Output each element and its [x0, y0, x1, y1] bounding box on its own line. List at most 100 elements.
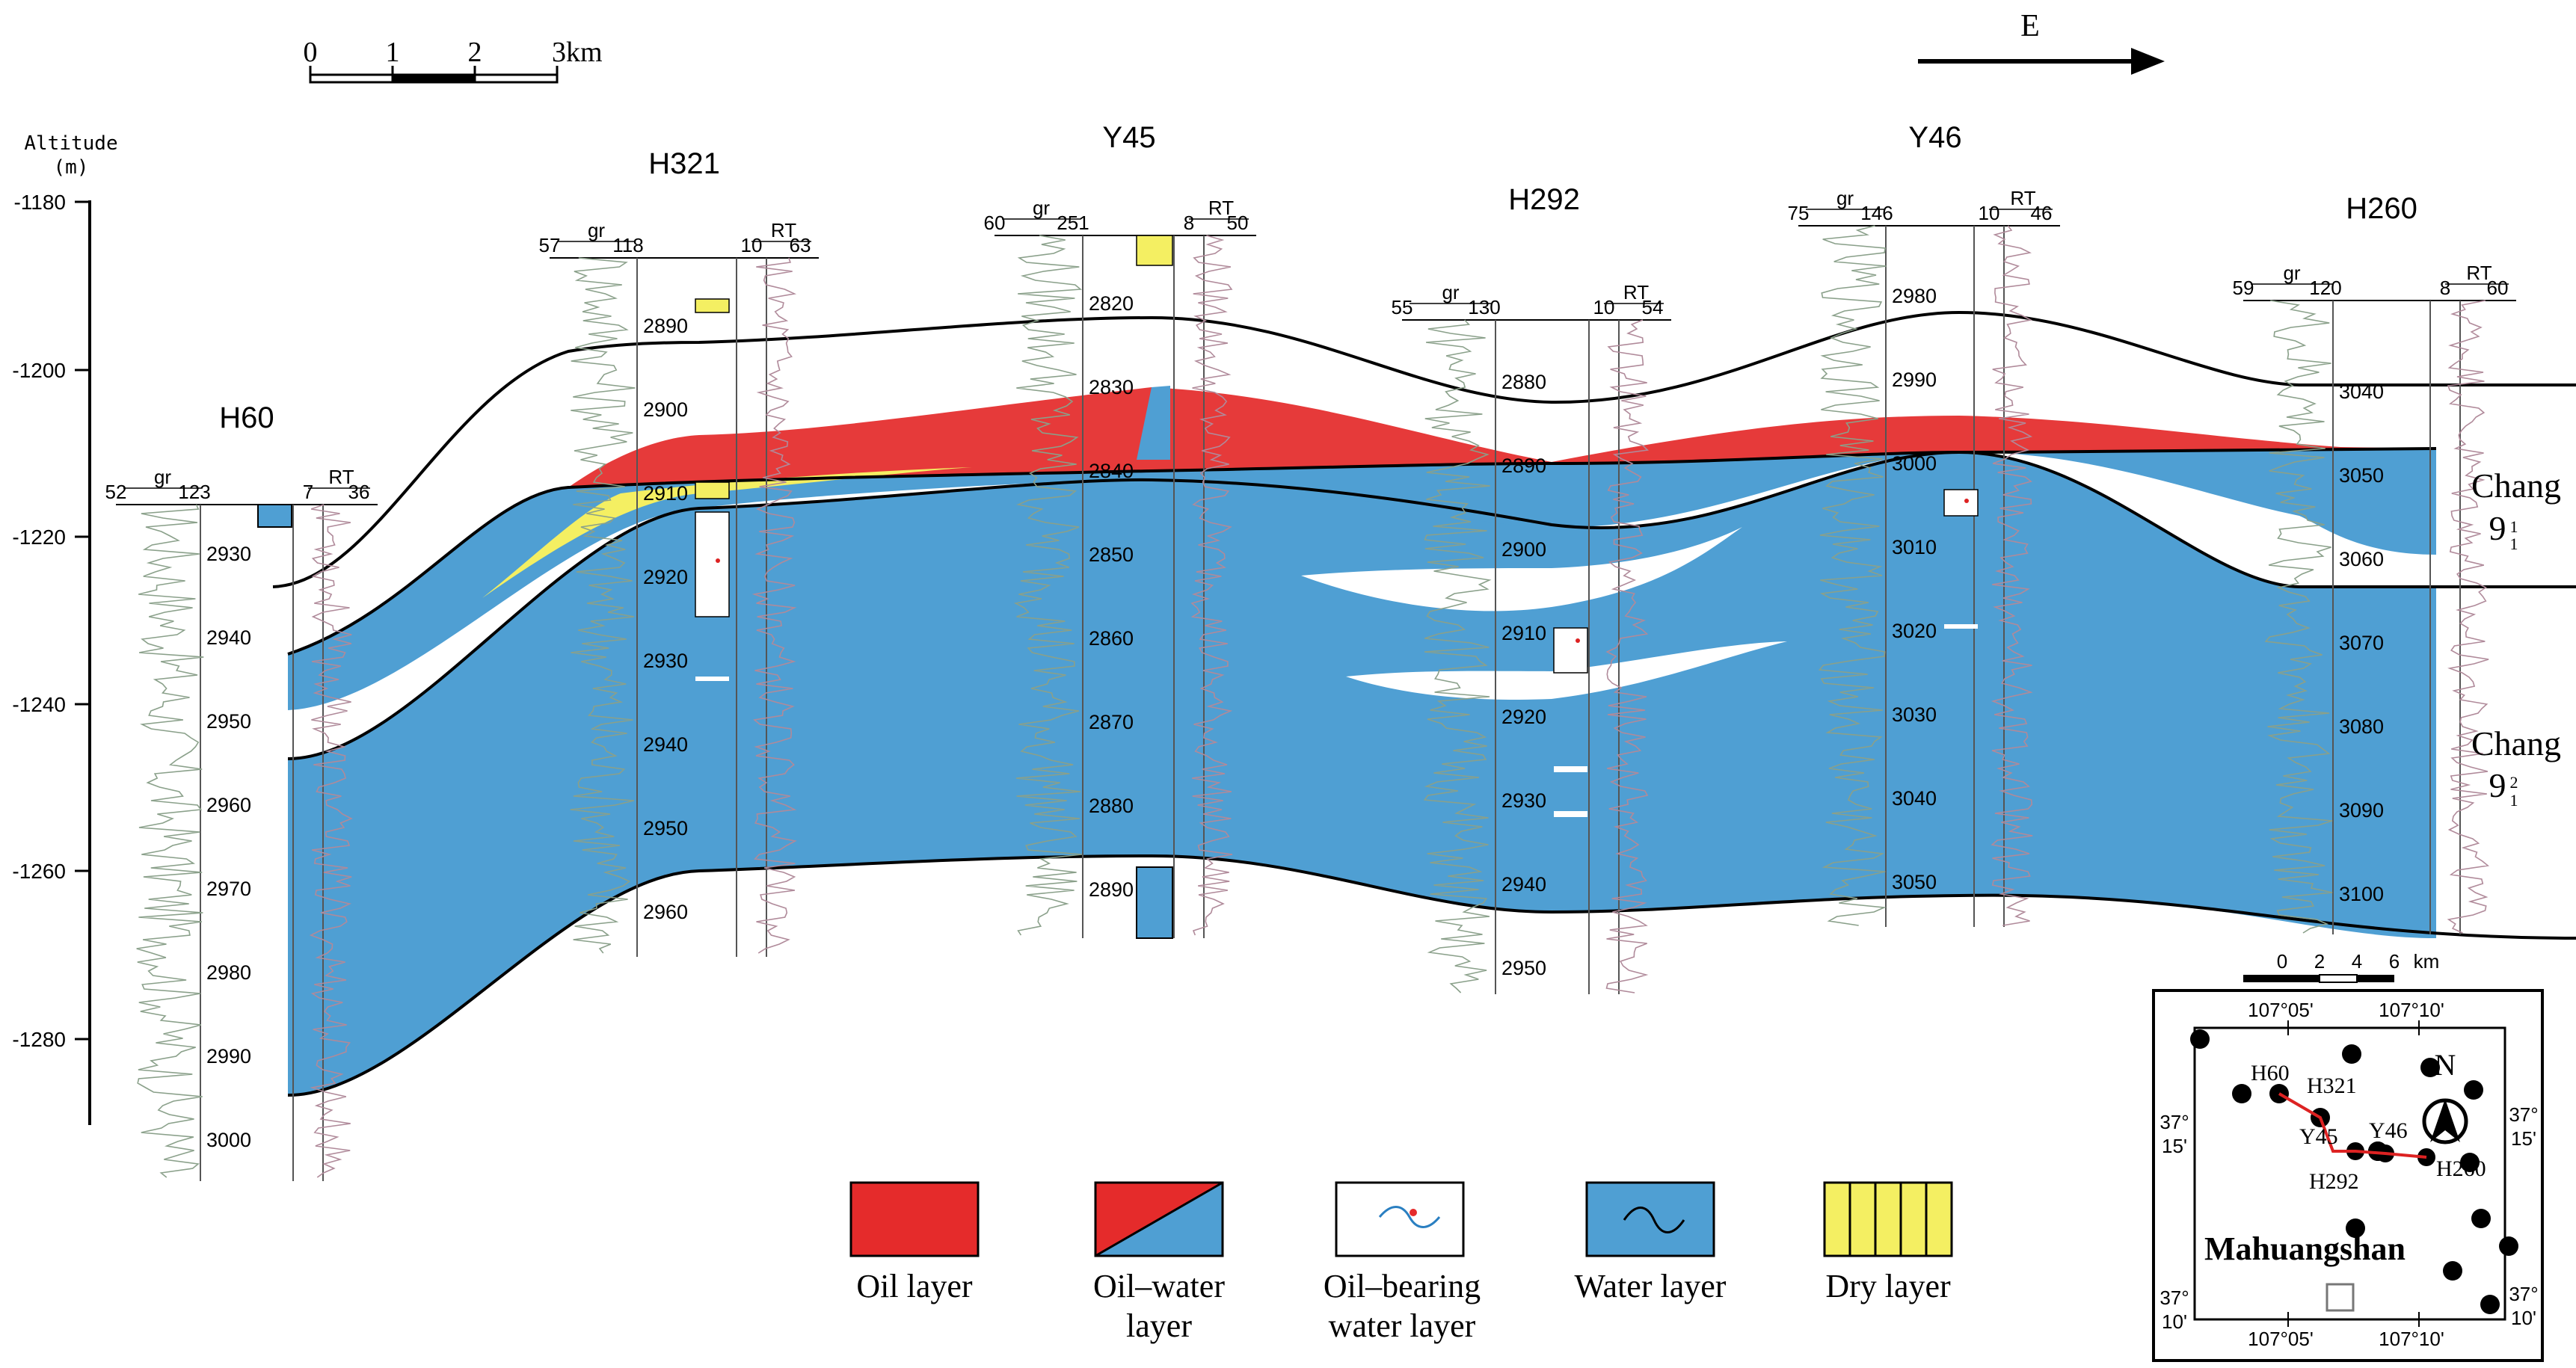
- altitude-axis: Altitude (m) -1180 -1200 -1220 -1240 -12…: [12, 132, 118, 1125]
- y-tick-label: -1220: [12, 526, 66, 549]
- legend-oil-label: Oil layer: [856, 1268, 973, 1304]
- inset-label-h60: H60: [2251, 1061, 2290, 1085]
- rt-label: RT: [771, 219, 796, 241]
- depth-label: 2980: [1892, 285, 1937, 307]
- y45-dry-mark: [1136, 235, 1173, 266]
- direction-label: E: [2020, 9, 2040, 43]
- depth-label: 2980: [206, 961, 251, 984]
- h321-dry-mark-2: [695, 481, 730, 499]
- rt-curve: [1190, 235, 1233, 936]
- gr-label: gr: [1836, 187, 1854, 209]
- dry-layer-fill: [482, 467, 972, 598]
- gr-max: 118: [612, 234, 643, 256]
- rt-curve: [1605, 319, 1650, 993]
- gr-curve: [136, 504, 204, 1178]
- gr-curve: [1818, 225, 1887, 926]
- inset-scale-unit: km: [2414, 950, 2440, 973]
- gr-min: 57: [539, 234, 561, 256]
- water-body-upper: [288, 449, 2436, 710]
- depth-label: 2910: [643, 482, 688, 505]
- scale-bar: 0 1 2 3km: [304, 37, 603, 84]
- rt-max: 50: [1227, 212, 1249, 234]
- legend-oil-bearing: Oil–bearing water layer: [1324, 1181, 1481, 1344]
- depth-label: 3070: [2339, 632, 2384, 654]
- h292-oil-bearing-mark: [1553, 627, 1588, 674]
- depth-label: 2990: [1892, 369, 1937, 391]
- inset-lat-left-4: 10': [2162, 1310, 2187, 1333]
- depth-label: 3090: [2339, 799, 2384, 822]
- well-name-h260: H260: [2346, 192, 2417, 225]
- zone-1-number: 9: [2489, 509, 2506, 547]
- well-name-h321: H321: [648, 147, 720, 180]
- depth-label: 2930: [1501, 789, 1546, 812]
- inset-well-labels: H60 H321 Y45 Y46 H292 H260: [2251, 1061, 2486, 1194]
- depth-label: 2970: [206, 878, 251, 900]
- inset-map: 0 2 4 6 km 107°05' 107°10' 107°05' 107°1…: [2152, 950, 2544, 1362]
- rt-min: 7: [303, 481, 313, 503]
- inset-north-label: N: [2435, 1048, 2456, 1082]
- rt-max: 63: [790, 234, 811, 256]
- depth-label: 3040: [2339, 380, 2384, 403]
- inset-scale-6: 6: [2389, 950, 2400, 973]
- y-tick-label: -1200: [12, 359, 66, 382]
- rt-min: 10: [1593, 296, 1615, 318]
- depth-label: 2940: [643, 733, 688, 756]
- rt-max: 36: [348, 481, 370, 503]
- legend: Oil layer Oil–water layer Oil–bearing wa…: [849, 1181, 1953, 1344]
- well-name-h60: H60: [219, 401, 274, 434]
- depth-label: 3040: [1892, 787, 1937, 810]
- legend-oil-water-label-2: layer: [1126, 1307, 1192, 1344]
- legend-water: Water layer: [1575, 1181, 1727, 1304]
- gr-max: 130: [1468, 296, 1500, 318]
- depth-label: 2910: [1501, 622, 1546, 644]
- depth-label: 2890: [643, 315, 688, 337]
- well-name-h292: H292: [1508, 183, 1580, 216]
- inset-lat-right-1: 37°: [2509, 1103, 2538, 1126]
- depth-label: 2960: [206, 794, 251, 816]
- legend-oil-water: Oil–water layer: [1093, 1181, 1225, 1344]
- h321-dry-mark: [695, 298, 730, 313]
- depth-label: 2850: [1089, 543, 1134, 566]
- depth-label: 2900: [1501, 538, 1546, 561]
- rt-min: 8: [1184, 212, 1194, 234]
- inset-label-y45: Y45: [2299, 1124, 2338, 1149]
- zone-2-sub: 1: [2510, 791, 2518, 810]
- scale-tick-1: 1: [386, 37, 400, 68]
- rt-min: 10: [741, 234, 763, 256]
- inset-lat-right-4: 10': [2511, 1307, 2536, 1329]
- y46-oil-dot: [1964, 499, 1969, 503]
- horizon-chang912-top: [287, 447, 2437, 656]
- well-y46: gr 75 146 RT 10 46 2980 2990 3000 3010 3020 3030 304…: [1788, 187, 2060, 927]
- horizon-lines: [272, 310, 2576, 1097]
- rt-curve: [309, 504, 353, 1178]
- legend-dry-label: Dry layer: [1825, 1268, 1951, 1304]
- h321-oil-bearing-mark: [695, 511, 730, 617]
- gr-min: 55: [1392, 296, 1413, 318]
- inset-lon-top-1: 107°05': [2248, 999, 2314, 1021]
- h292-oil-dot: [1576, 638, 1580, 643]
- rt-max: 60: [2487, 277, 2509, 299]
- legend-oil-water-label-1: Oil–water: [1093, 1268, 1225, 1304]
- depth-label: 2950: [1501, 957, 1546, 979]
- zone-1-sup: 1: [2510, 517, 2518, 536]
- zone-1-sub: 1: [2510, 534, 2518, 553]
- depth-label: 2820: [1089, 292, 1134, 315]
- depth-label: 2830: [1089, 376, 1134, 398]
- y-tick-label: -1280: [12, 1028, 66, 1051]
- rt-min: 10: [1979, 202, 2000, 224]
- inset-lat-right-2: 15': [2511, 1127, 2536, 1150]
- rt-max: 54: [1642, 296, 1664, 318]
- rt-label: RT: [1208, 197, 1234, 219]
- depth-label: 3000: [206, 1129, 251, 1151]
- axis-title-line2: (m): [54, 156, 89, 179]
- well-y45: gr 60 251 RT 8 50 2820 2830 2840 2850 2860 2870 2880…: [984, 197, 1256, 938]
- gr-min: 60: [984, 212, 1006, 234]
- depth-label: 2990: [206, 1045, 251, 1067]
- depth-label: 2860: [1089, 627, 1134, 650]
- inset-scale-4: 4: [2352, 950, 2362, 973]
- gr-max: 120: [2309, 277, 2341, 299]
- y-tick-label: -1260: [12, 860, 66, 883]
- rt-curve: [2447, 300, 2490, 934]
- well-h321: gr 57 118 RT 10 63 2890 2900 2910 2920 2930 2940 295…: [539, 219, 819, 957]
